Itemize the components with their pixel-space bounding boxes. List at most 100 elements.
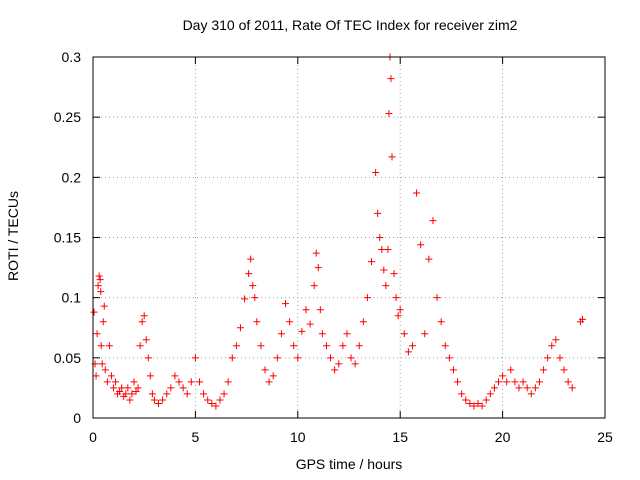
data-point bbox=[148, 390, 156, 398]
y-axis-label: ROTI / TECUs bbox=[5, 191, 21, 281]
data-point bbox=[343, 330, 351, 338]
data-point bbox=[548, 342, 556, 350]
data-point bbox=[187, 378, 195, 386]
data-point bbox=[400, 330, 408, 338]
data-point bbox=[128, 390, 136, 398]
data-point bbox=[535, 378, 543, 386]
data-point bbox=[462, 396, 470, 404]
data-point bbox=[385, 110, 393, 118]
data-points bbox=[90, 53, 586, 410]
data-point bbox=[347, 354, 355, 362]
data-point bbox=[470, 402, 478, 410]
data-point bbox=[474, 400, 482, 408]
data-point bbox=[130, 378, 138, 386]
data-point bbox=[277, 330, 285, 338]
data-point bbox=[144, 354, 152, 362]
data-point bbox=[216, 396, 224, 404]
data-point bbox=[312, 249, 320, 257]
data-point bbox=[544, 354, 552, 362]
data-point bbox=[564, 378, 572, 386]
data-point bbox=[302, 306, 310, 314]
data-point bbox=[282, 300, 290, 308]
data-point bbox=[507, 366, 515, 374]
data-point bbox=[298, 327, 306, 335]
data-point bbox=[306, 320, 314, 328]
data-point bbox=[408, 342, 416, 350]
data-point bbox=[224, 378, 232, 386]
data-point bbox=[449, 366, 457, 374]
data-point bbox=[429, 217, 437, 225]
data-point bbox=[118, 384, 126, 392]
data-point bbox=[437, 318, 445, 326]
data-point bbox=[159, 396, 167, 404]
data-point bbox=[388, 153, 396, 161]
data-point bbox=[374, 209, 382, 217]
data-point bbox=[98, 360, 106, 368]
data-point bbox=[378, 246, 386, 254]
data-point bbox=[105, 342, 113, 350]
data-point bbox=[556, 354, 564, 362]
data-point bbox=[94, 282, 102, 290]
data-point bbox=[136, 342, 144, 350]
y-tick-label: 0.15 bbox=[54, 230, 81, 246]
data-point bbox=[540, 366, 548, 374]
data-point bbox=[107, 372, 115, 380]
data-point bbox=[531, 384, 539, 392]
axis-ticks: 0 5 10 15 20 25 0 0.05 0.1 0.15 0.2 0.25 0.3 bbox=[54, 49, 613, 445]
data-point bbox=[372, 169, 380, 177]
data-point bbox=[568, 384, 576, 392]
data-point bbox=[251, 294, 259, 302]
data-point bbox=[322, 342, 330, 350]
data-point bbox=[396, 306, 404, 314]
data-point bbox=[527, 390, 535, 398]
data-point bbox=[382, 282, 390, 290]
data-point bbox=[90, 308, 98, 316]
data-point bbox=[93, 330, 101, 338]
y-tick-label: 0.25 bbox=[54, 109, 81, 125]
data-point bbox=[327, 354, 335, 362]
data-point bbox=[578, 315, 586, 323]
data-point bbox=[273, 354, 281, 362]
x-tick-label: 0 bbox=[89, 429, 97, 445]
data-point bbox=[339, 342, 347, 350]
y-tick-label: 0.05 bbox=[54, 350, 81, 366]
data-point bbox=[421, 330, 429, 338]
data-point bbox=[425, 255, 433, 263]
data-point bbox=[228, 354, 236, 362]
data-point bbox=[155, 400, 163, 408]
chart-title: Day 310 of 2011, Rate Of TEC Index for r… bbox=[182, 17, 518, 33]
data-point bbox=[97, 342, 105, 350]
data-point bbox=[466, 400, 474, 408]
grid-lines bbox=[93, 57, 605, 418]
data-point bbox=[95, 272, 103, 280]
data-point bbox=[331, 366, 339, 374]
y-tick-label: 0.2 bbox=[62, 169, 82, 185]
data-point bbox=[560, 366, 568, 374]
data-point bbox=[519, 378, 527, 386]
data-point bbox=[204, 396, 212, 404]
data-point bbox=[220, 390, 228, 398]
data-point bbox=[286, 318, 294, 326]
data-point bbox=[103, 378, 111, 386]
data-point bbox=[191, 354, 199, 362]
data-point bbox=[253, 318, 261, 326]
data-point bbox=[132, 388, 140, 396]
data-point bbox=[138, 318, 146, 326]
data-point bbox=[163, 390, 171, 398]
data-point bbox=[417, 241, 425, 249]
data-point bbox=[390, 270, 398, 278]
data-point bbox=[146, 372, 154, 380]
data-point bbox=[208, 400, 216, 408]
data-point bbox=[503, 378, 511, 386]
data-point bbox=[318, 330, 326, 338]
data-point bbox=[171, 372, 179, 380]
y-tick-label: 0.1 bbox=[62, 290, 82, 306]
data-point bbox=[126, 396, 134, 404]
data-point bbox=[200, 390, 208, 398]
data-point bbox=[245, 270, 253, 278]
data-point bbox=[134, 384, 142, 392]
data-point bbox=[99, 318, 107, 326]
data-point bbox=[335, 360, 343, 368]
data-point bbox=[150, 396, 158, 404]
